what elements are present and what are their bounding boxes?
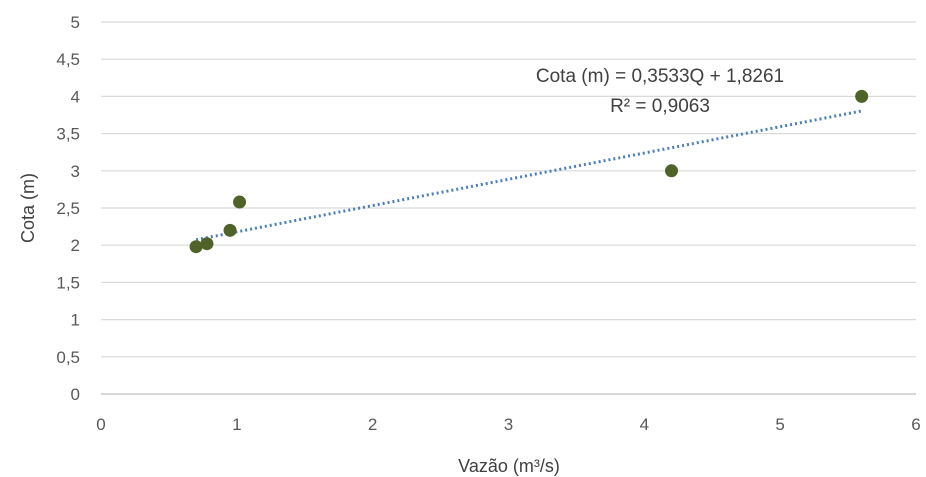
trendline-equation: Cota (m) = 0,3533Q + 1,8261 — [536, 66, 784, 87]
x-axis-title: Vazão (m³/s) — [458, 456, 560, 476]
x-tick-label: 3 — [504, 415, 513, 434]
data-point — [233, 195, 247, 209]
trendline — [195, 109, 862, 242]
trendline-group — [195, 109, 862, 242]
x-tick-label: 1 — [232, 415, 241, 434]
x-tick-label: 6 — [911, 415, 920, 434]
data-point — [223, 223, 237, 237]
y-tick-label: 4 — [71, 87, 80, 106]
y-tick-label: 3 — [71, 162, 80, 181]
x-tick-label: 4 — [640, 415, 649, 434]
y-tick-label: 0,5 — [56, 348, 80, 367]
x-axis-tick-labels: 0 1 2 3 4 5 6 — [96, 415, 920, 434]
y-tick-label: 2,5 — [56, 199, 80, 218]
y-tick-label: 1,5 — [56, 273, 80, 292]
y-axis-title: Cota (m) — [18, 173, 38, 243]
y-tick-label: 0 — [71, 385, 80, 404]
x-tick-label: 2 — [368, 415, 377, 434]
r-squared-label: R² = 0,9063 — [610, 96, 710, 117]
x-tick-label: 5 — [775, 415, 784, 434]
data-point — [200, 237, 214, 251]
data-point — [189, 240, 203, 254]
gridlines — [101, 21, 916, 395]
data-point — [665, 164, 678, 178]
y-tick-label: 1 — [71, 311, 80, 330]
y-axis-tick-labels: 0 0,5 1 1,5 2 2,5 3 3,5 4 4,5 5 — [56, 13, 80, 404]
y-tick-label: 4,5 — [56, 50, 80, 69]
y-tick-label: 5 — [71, 13, 80, 32]
y-tick-label: 3,5 — [56, 125, 80, 144]
y-tick-label: 2 — [71, 236, 80, 255]
data-point — [855, 89, 869, 103]
x-tick-label: 0 — [96, 415, 105, 434]
data-points — [189, 89, 869, 254]
